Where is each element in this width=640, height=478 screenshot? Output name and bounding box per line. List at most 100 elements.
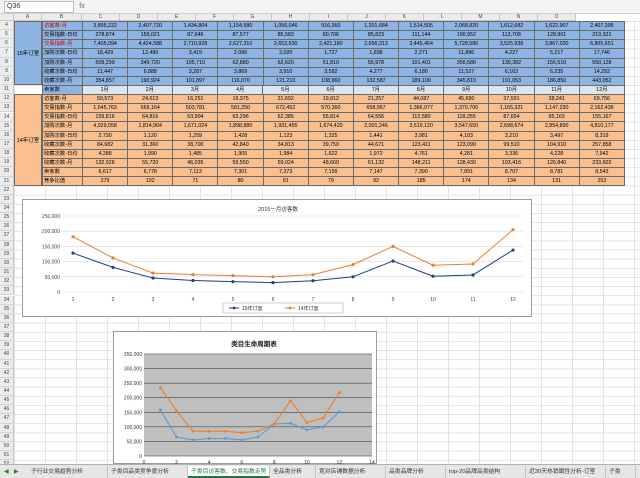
table-cell[interactable]: 1,428 (217, 130, 264, 141)
row-header[interactable]: 18 (0, 149, 14, 159)
name-box[interactable]: Q36 (4, 1, 74, 13)
table-cell[interactable]: 1,154,580 (217, 20, 264, 32)
table-cell[interactable]: 3,336 (488, 148, 535, 159)
table-cell[interactable]: 1,622 (307, 148, 354, 159)
table-cell[interactable]: 6,163 (488, 66, 535, 77)
table-cell[interactable]: 185 (398, 176, 445, 187)
table-cell[interactable]: 509,299 (81, 57, 129, 68)
table-cell[interactable]: 3,445,464 (398, 39, 445, 50)
row-header[interactable]: 15 (0, 121, 14, 131)
row-header[interactable]: 32 (0, 277, 14, 287)
table-cell[interactable]: 669,164 (127, 103, 174, 114)
table-cell[interactable]: 102 (127, 176, 174, 187)
row-header[interactable]: 51 (0, 451, 14, 461)
table-cell[interactable]: 14,292 (578, 66, 626, 77)
table-cell[interactable]: 16,251 (172, 93, 219, 105)
table-cell[interactable]: 3,525,938 (488, 39, 535, 50)
table-cell[interactable]: 8,543 (578, 167, 626, 178)
row-label[interactable]: 访客数-月 (42, 20, 83, 32)
table-cell[interactable]: 1,898,880 (217, 121, 264, 132)
table-cell[interactable]: 1,366,077 (398, 103, 445, 114)
table-cell[interactable]: 34,813 (262, 139, 309, 150)
table-cell[interactable]: 1,931,455 (262, 121, 309, 132)
column-header-e[interactable]: E (158, 14, 196, 21)
table-cell[interactable]: 2,421,180 (307, 39, 354, 50)
row-header[interactable]: 6 (0, 39, 14, 49)
row-header[interactable]: 4 (0, 21, 14, 31)
sheet-tab[interactable]: 品类品牌分析 (386, 466, 446, 478)
row-header[interactable]: 11 (0, 85, 14, 95)
table-cell[interactable]: 21,257 (352, 93, 400, 105)
chart-visitors[interactable]: 2015一月访客数 250,000 200,000 150,000 100,000 50,… (22, 199, 532, 317)
select-all-corner[interactable] (0, 14, 14, 21)
table-cell[interactable]: 128,430 (443, 157, 490, 169)
table-cell[interactable]: 1,622,907 (533, 20, 580, 32)
table-cell[interactable]: 581,250 (217, 103, 264, 114)
column-header-k[interactable]: K (386, 14, 424, 21)
table-cell[interactable]: 64,816 (127, 112, 174, 123)
table-cell[interactable]: 18,429 (81, 48, 129, 59)
column-header-i[interactable]: I (310, 14, 348, 21)
table-cell[interactable]: 1,972 (352, 148, 400, 159)
row-header[interactable]: 24 (0, 204, 14, 214)
table-cell[interactable]: 2,407,720 (127, 20, 174, 32)
table-cell[interactable]: 7,390 (398, 167, 445, 178)
table-cell[interactable]: 3,867,030 (533, 39, 580, 50)
table-cell[interactable]: 174 (443, 176, 490, 187)
table-cell[interactable]: 1,259 (172, 130, 219, 141)
row-header[interactable]: 39 (0, 341, 14, 351)
table-cell[interactable]: 118,255 (443, 112, 490, 123)
table-cell[interactable]: 3,210 (488, 130, 535, 141)
row-label[interactable]: 收藏次数-日均 (42, 66, 83, 77)
table-cell[interactable]: 2,854,890 (533, 121, 580, 132)
table-cell[interactable]: 19,375 (217, 93, 264, 105)
column-header-m[interactable]: M (462, 14, 500, 21)
table-cell[interactable]: 3,910 (262, 66, 309, 77)
row-header[interactable]: 48 (0, 423, 14, 433)
prev-sheet-icon[interactable]: ◀ (4, 469, 9, 475)
row-header[interactable]: 16 (0, 130, 14, 140)
table-cell[interactable]: 1,838 (352, 48, 400, 59)
column-header-o[interactable]: O (538, 14, 576, 21)
table-cell[interactable]: 11,447 (81, 66, 129, 77)
row-header[interactable]: 9 (0, 66, 14, 76)
table-cell[interactable]: 7,113 (172, 167, 219, 178)
table-cell[interactable]: 3,869 (217, 66, 264, 77)
table-cell[interactable]: 80,706 (307, 30, 354, 41)
row-header[interactable]: 37 (0, 322, 14, 333)
column-header-a[interactable]: A (14, 14, 42, 21)
column-header-b[interactable]: B (42, 14, 82, 21)
table-cell[interactable]: 87,646 (172, 30, 219, 41)
column-header-n[interactable]: N (500, 14, 538, 21)
table-cell[interactable]: 3,287 (172, 66, 219, 77)
table-cell[interactable]: 87,654 (488, 112, 535, 123)
table-cell[interactable]: 59,550 (217, 157, 264, 169)
table-cell[interactable]: 7,891 (443, 167, 490, 178)
table-cell[interactable]: 130,382 (488, 57, 535, 68)
row-header[interactable]: 41 (0, 359, 14, 369)
table-cell[interactable]: 2,627,310 (217, 39, 264, 50)
table-cell[interactable]: 12,490 (127, 48, 174, 59)
row-header[interactable]: 25 (0, 213, 14, 223)
table-cell[interactable]: 2,068,820 (443, 20, 490, 32)
table-cell[interactable]: 101,401 (398, 57, 445, 68)
row-header[interactable]: 17 (0, 139, 14, 150)
table-cell[interactable]: 7,301 (217, 167, 264, 178)
table-cell[interactable]: 1,814,904 (127, 121, 174, 132)
table-cell[interactable]: 4,424,588 (127, 39, 174, 50)
column-header-c[interactable]: C (82, 14, 120, 21)
row-header[interactable]: 34 (0, 295, 14, 305)
sheet-tab[interactable]: 子类目访客数、交易指数走势 (188, 466, 270, 478)
table-cell[interactable]: 1,056,046 (262, 20, 309, 32)
chart-lifecycle[interactable]: 类目生命周期表 350,000 300,000 250,000 200,000 150,0… (113, 331, 377, 466)
table-cell[interactable]: 2,710,928 (172, 39, 219, 50)
table-cell[interactable]: 4,929,058 (81, 121, 129, 132)
table-cell[interactable]: 126,840 (533, 157, 580, 169)
table-cell[interactable]: 4,288 (81, 148, 129, 159)
table-cell[interactable]: 1,905 (217, 148, 264, 159)
table-cell[interactable]: 1,120 (127, 130, 174, 141)
table-cell[interactable]: 84,682 (81, 139, 129, 150)
next-sheet-icon[interactable]: ▶ (14, 469, 19, 475)
table-cell[interactable]: 21,692 (262, 93, 309, 105)
row-header[interactable]: 49 (0, 432, 14, 442)
